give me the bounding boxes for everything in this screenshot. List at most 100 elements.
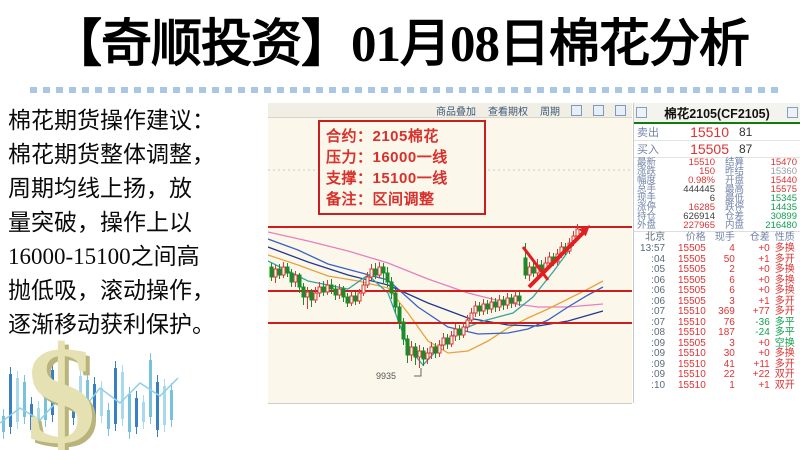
tick-time: :04 xyxy=(651,253,666,265)
tick-time: :07 xyxy=(651,316,666,328)
tick-row[interactable]: :09 15510 30 +0 多换 xyxy=(634,348,800,360)
tick-list: 13:57 15505 4 +0 多换:04 15505 50 +1 多开:05 15505 2 +0… xyxy=(634,243,800,392)
candle-body xyxy=(305,291,310,298)
candle-body xyxy=(453,328,458,337)
tick-delta: +1 xyxy=(758,253,770,265)
toolbar-link-商品叠加[interactable]: 商品叠加 xyxy=(436,106,476,118)
info-value: 15360 xyxy=(770,166,797,177)
tick-row[interactable]: :09 15510 41 +11 多开 xyxy=(634,359,800,371)
info-value: 15440 xyxy=(770,175,797,186)
tick-row[interactable]: :08 15510 187 -24 多平 xyxy=(634,327,800,339)
ask-price: 15510 xyxy=(690,124,729,140)
decor-candle xyxy=(23,382,26,417)
tick-nature: 多换 xyxy=(774,243,795,254)
decor-candle xyxy=(156,382,159,430)
restore-window-icon[interactable] xyxy=(787,107,798,118)
advice-line: 周期均线上扬，放 xyxy=(8,176,192,201)
candle-body xyxy=(513,295,518,304)
chart-layout-icon[interactable] xyxy=(571,104,582,116)
info-label: 外盘 xyxy=(637,220,657,231)
decor-candle xyxy=(37,408,40,425)
info-value: 15345 xyxy=(770,193,797,204)
candle-body xyxy=(473,305,478,314)
tick-row[interactable]: :04 15505 50 +1 多开 xyxy=(634,253,800,266)
tick-volume: 22 xyxy=(723,369,735,380)
tick-row[interactable]: :06 15505 6 +0 多换 xyxy=(634,274,800,287)
collapse-icon[interactable] xyxy=(636,107,647,118)
tick-row[interactable]: :09 15505 3 +0 空换 xyxy=(634,337,800,350)
ask-label: 卖出 xyxy=(637,127,659,139)
candle-body xyxy=(361,284,366,294)
candle-body xyxy=(469,312,474,321)
arrow-head-icon xyxy=(578,225,590,237)
candle-body xyxy=(445,337,450,345)
info-label: 内盘 xyxy=(725,220,745,231)
candle-body xyxy=(441,337,446,346)
tick-volume: 369 xyxy=(718,306,735,317)
tick-row[interactable]: :07 15510 369 +77 多开 xyxy=(634,306,800,318)
tick-volume: 187 xyxy=(718,327,735,338)
candle-body xyxy=(381,266,386,274)
tick-nature: 多开 xyxy=(774,306,795,317)
advice-line: 16000-15100之间高 xyxy=(8,244,200,269)
decor-candle xyxy=(114,368,117,424)
info-value: 15575 xyxy=(770,184,797,195)
tick-volume: 30 xyxy=(723,348,735,359)
tick-delta: +22 xyxy=(752,369,770,380)
info-label: 幅度 xyxy=(637,175,657,186)
tick-row[interactable]: :07 15510 76 -36 多平 xyxy=(634,316,800,329)
info-value: 626914 xyxy=(683,211,715,222)
candle-body xyxy=(365,276,370,286)
tick-volume: 76 xyxy=(723,316,735,328)
tick-row[interactable]: :09 15510 22 +22 双开 xyxy=(634,369,800,381)
toolbar-link-查看期权[interactable]: 查看期权 xyxy=(488,106,528,118)
candle-body xyxy=(405,338,410,356)
ask-row[interactable]: 卖出 15510 81 xyxy=(634,124,800,141)
col-delta: 仓差 xyxy=(749,232,770,243)
toolbar-link-周期[interactable]: 周期 xyxy=(540,106,560,118)
info-value: 150 xyxy=(699,166,715,177)
bid-price: 15505 xyxy=(690,141,729,157)
header-underline xyxy=(634,122,800,124)
info-label: 仓差 xyxy=(725,211,745,222)
candlestick-chart[interactable]: 9935 xyxy=(268,117,632,404)
annotation-pressure: 压力：16000一线 xyxy=(326,149,448,166)
tick-row[interactable]: :06 15505 3 +1 多开 xyxy=(634,296,800,308)
tick-price: 15510 xyxy=(677,306,706,317)
info-value: 227965 xyxy=(683,220,715,231)
chart-layout-icon[interactable] xyxy=(615,104,626,116)
chart-layout-icon[interactable] xyxy=(593,104,604,116)
advice-line: 棉花期货操作建议： xyxy=(8,108,215,133)
info-row: 最新 15510 结算 15470 xyxy=(634,157,800,168)
info-row: 总手 444445 最高 15575 xyxy=(634,184,800,195)
candle-body xyxy=(293,274,298,283)
bid-row[interactable]: 买入 15505 87 xyxy=(634,141,800,158)
annotation-contract: 合约：2105棉花 xyxy=(326,128,439,145)
info-row: 外盘 227965 内盘 216480 xyxy=(634,220,800,231)
tick-delta: +0 xyxy=(758,337,770,349)
tick-row[interactable]: 13:57 15505 4 +0 多换 xyxy=(634,243,800,255)
kline-chart-panel[interactable]: 商品叠加 查看期权 周期 9935 合约：2105棉花 压力：16000一线 支撑：… xyxy=(268,103,632,404)
info-label: 持仓 xyxy=(637,211,657,222)
tick-row[interactable]: :10 15510 1 +1 双开 xyxy=(634,379,800,392)
info-label: 开盘 xyxy=(725,175,745,186)
tick-price: 15510 xyxy=(677,379,706,391)
candle-body xyxy=(527,266,532,276)
info-label: 现手 xyxy=(637,193,657,204)
tick-nature: 多换 xyxy=(774,285,795,296)
candle-body xyxy=(341,288,346,298)
info-value: 15510 xyxy=(688,157,715,168)
decor-candle xyxy=(65,396,68,423)
decor-candle xyxy=(107,410,110,429)
tick-row[interactable]: :06 15505 6 +0 多换 xyxy=(634,285,800,297)
candle-body xyxy=(337,288,342,296)
bid-size: 87 xyxy=(739,142,753,156)
tick-time: :09 xyxy=(651,348,666,359)
tick-row[interactable]: :05 15505 2 +0 多换 xyxy=(634,264,800,276)
tick-time: 13:57 xyxy=(640,243,666,254)
candle-body xyxy=(325,284,330,293)
candle-body xyxy=(497,299,502,308)
low-point-label: 9935 xyxy=(376,371,396,381)
candle-body xyxy=(385,272,390,283)
tick-time: :06 xyxy=(651,274,666,286)
